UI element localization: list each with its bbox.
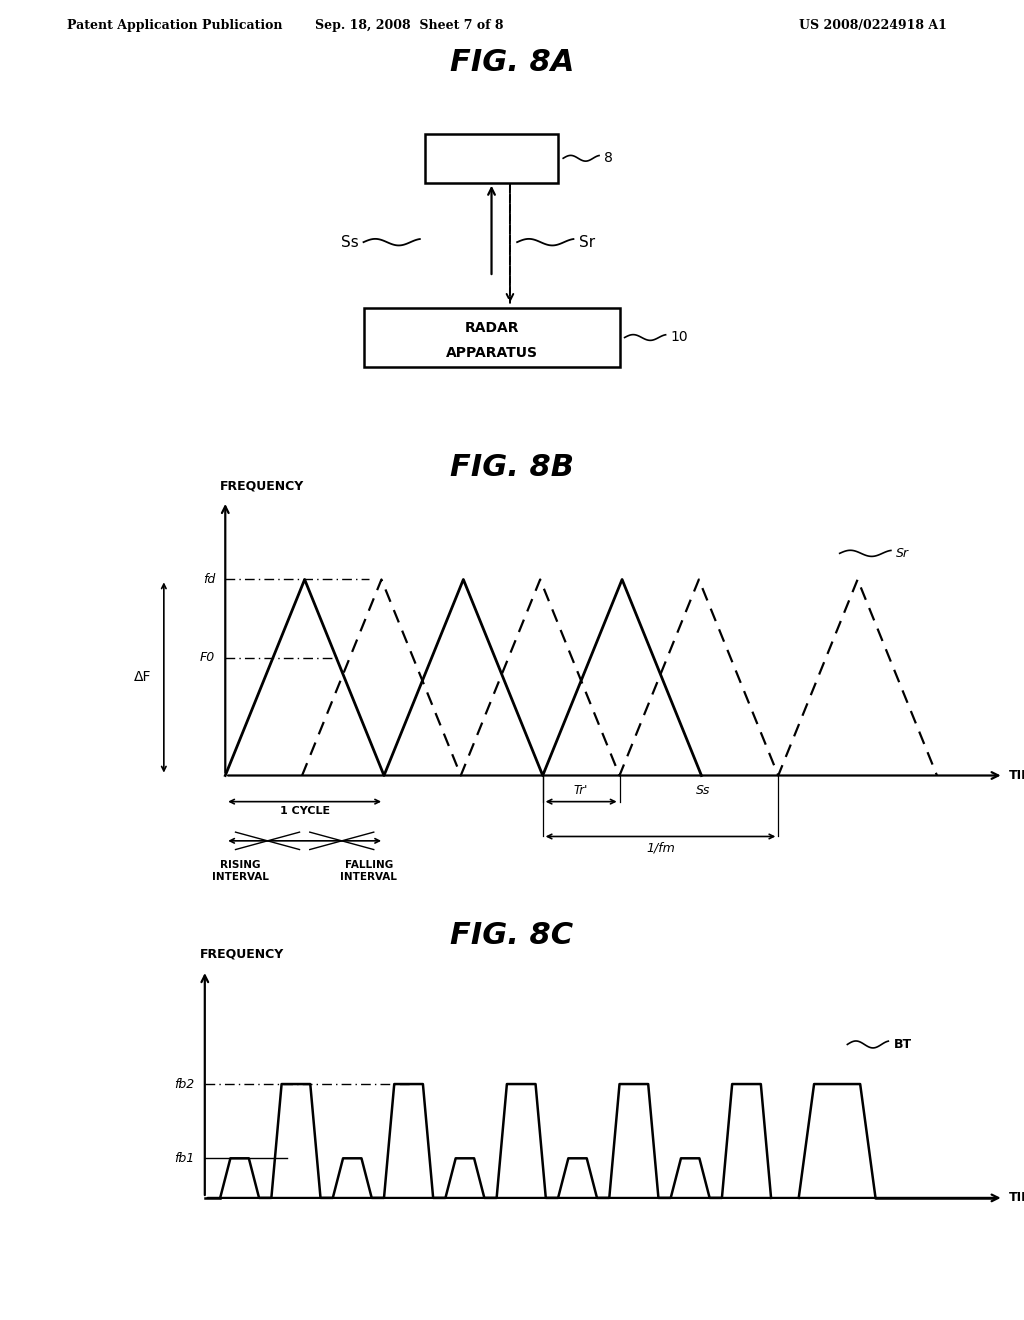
Text: TIME: TIME xyxy=(1009,770,1024,781)
Text: Ss: Ss xyxy=(696,784,711,797)
Text: 8: 8 xyxy=(604,152,613,165)
Text: RADAR: RADAR xyxy=(464,321,519,335)
Text: US 2008/0224918 A1: US 2008/0224918 A1 xyxy=(799,18,946,32)
Text: BT: BT xyxy=(893,1038,911,1051)
Text: fb2: fb2 xyxy=(174,1077,195,1090)
Text: fd: fd xyxy=(203,573,215,586)
Text: Sr: Sr xyxy=(579,235,595,249)
Text: F0: F0 xyxy=(200,651,215,664)
Text: 1/fm: 1/fm xyxy=(646,842,675,855)
Text: Patent Application Publication: Patent Application Publication xyxy=(67,18,282,32)
Text: Sr: Sr xyxy=(896,546,909,560)
Text: FREQUENCY: FREQUENCY xyxy=(220,479,304,492)
Text: FREQUENCY: FREQUENCY xyxy=(200,948,284,961)
Text: RISING
INTERVAL: RISING INTERVAL xyxy=(212,861,269,882)
Text: FIG. 8A: FIG. 8A xyxy=(450,48,574,77)
Text: APPARATUS: APPARATUS xyxy=(445,346,538,359)
Text: 10: 10 xyxy=(671,330,688,345)
Text: FIG. 8B: FIG. 8B xyxy=(450,453,574,482)
Bar xyxy=(364,308,620,367)
Text: Tr': Tr' xyxy=(573,784,589,797)
Text: ΔF: ΔF xyxy=(134,671,152,685)
Bar xyxy=(425,133,558,183)
Text: FALLING
INTERVAL: FALLING INTERVAL xyxy=(340,861,397,882)
Text: TIME: TIME xyxy=(1009,1192,1024,1204)
Text: FIG. 8C: FIG. 8C xyxy=(451,921,573,949)
Text: 1 CYCLE: 1 CYCLE xyxy=(280,807,330,816)
Text: fb1: fb1 xyxy=(174,1152,195,1164)
Text: Sep. 18, 2008  Sheet 7 of 8: Sep. 18, 2008 Sheet 7 of 8 xyxy=(315,18,504,32)
Text: Ss: Ss xyxy=(341,235,358,249)
